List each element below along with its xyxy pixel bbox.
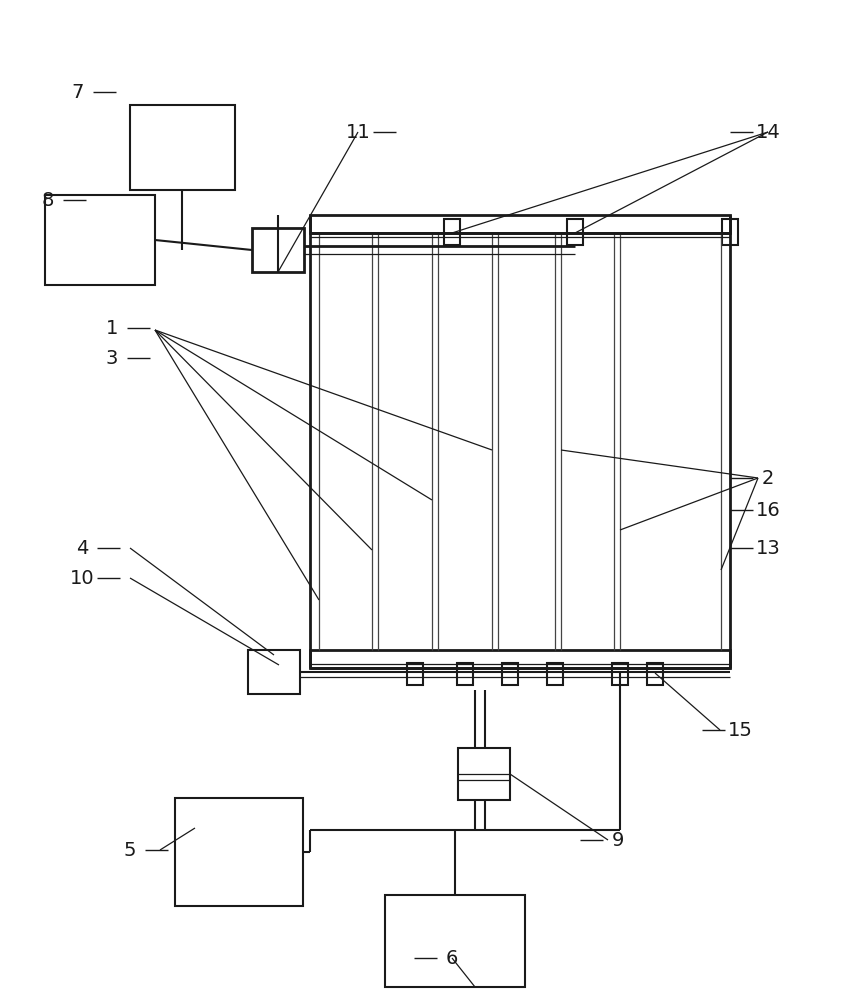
- Text: 13: 13: [755, 538, 780, 558]
- Text: 16: 16: [755, 500, 780, 520]
- Text: 1: 1: [106, 318, 118, 338]
- Bar: [247, 650, 300, 694]
- Bar: [647, 663, 663, 685]
- Bar: [310, 215, 729, 233]
- Text: 2: 2: [761, 468, 773, 488]
- Bar: [443, 219, 459, 245]
- Text: 3: 3: [106, 349, 118, 367]
- Text: 8: 8: [41, 190, 54, 210]
- Bar: [130, 105, 235, 190]
- Bar: [611, 663, 627, 685]
- Bar: [310, 650, 729, 668]
- Text: 4: 4: [76, 538, 88, 558]
- Bar: [407, 663, 423, 685]
- Bar: [457, 663, 473, 685]
- Bar: [457, 748, 510, 800]
- Text: 7: 7: [72, 83, 84, 102]
- Text: 14: 14: [755, 122, 780, 141]
- Text: 15: 15: [727, 720, 751, 740]
- Bar: [721, 219, 737, 245]
- Text: 9: 9: [611, 830, 624, 850]
- Bar: [45, 195, 154, 285]
- Text: 6: 6: [446, 948, 457, 968]
- Text: 10: 10: [69, 568, 95, 587]
- Bar: [252, 228, 304, 272]
- Bar: [546, 663, 562, 685]
- Text: 11: 11: [345, 122, 370, 141]
- Bar: [385, 895, 524, 987]
- Bar: [566, 219, 582, 245]
- Bar: [501, 663, 517, 685]
- Bar: [175, 798, 303, 906]
- Text: 5: 5: [123, 840, 136, 859]
